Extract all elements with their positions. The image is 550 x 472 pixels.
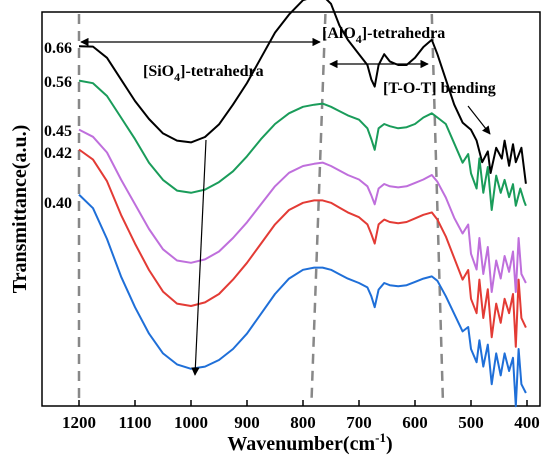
series-label-0-66: 0.66 xyxy=(44,40,72,57)
arrow-tot xyxy=(467,105,491,135)
series-line-0-42 xyxy=(78,148,527,348)
x-tick-label-400: 400 xyxy=(514,413,540,432)
annotation-tot: [T-O-T] bending xyxy=(383,80,496,97)
series-line-0-56 xyxy=(78,79,527,211)
annotation-al: [AlO4]-tetrahedra xyxy=(322,25,445,46)
x-axis-title-sup: -1 xyxy=(375,430,386,445)
x-tick-label-900: 900 xyxy=(234,413,260,432)
x-tick-label-800: 800 xyxy=(290,413,316,432)
x-tick-label-700: 700 xyxy=(346,413,372,432)
reference-line-3 xyxy=(430,13,445,405)
series-layer xyxy=(78,0,527,408)
x-axis-title-tail: ) xyxy=(386,433,393,455)
arrow-sio4-shift xyxy=(191,139,207,376)
annotation-arrows xyxy=(80,37,491,376)
annotation-si: [SiO4]-tetrahedra xyxy=(143,63,264,84)
reference-line-2 xyxy=(310,13,327,405)
series-line-0-40 xyxy=(78,193,527,408)
x-tick-label-1100: 1100 xyxy=(118,413,151,432)
series-labels: 0.66 0.56 0.45 0.42 0.40 xyxy=(44,40,72,212)
x-tick-label-1000: 1000 xyxy=(174,413,208,432)
series-label-0-40: 0.40 xyxy=(44,195,72,212)
y-axis-title: Transmittance(a.u.) xyxy=(9,125,31,294)
series-label-0-45: 0.45 xyxy=(44,123,72,140)
x-axis-title: Wavenumber(cm-1) xyxy=(227,430,392,455)
x-axis-title-main: Wavenumber(cm xyxy=(227,433,375,455)
x-axis-ticks: 1200 1100 1000 900 800 700 600 500 400 xyxy=(62,400,540,432)
series-label-0-56: 0.56 xyxy=(44,74,72,91)
x-tick-label-1200: 1200 xyxy=(62,413,96,432)
series-label-0-42: 0.42 xyxy=(44,145,72,162)
x-tick-label-600: 600 xyxy=(402,413,428,432)
series-line-0-66 xyxy=(78,0,527,184)
x-tick-label-500: 500 xyxy=(458,413,484,432)
annotations: [SiO4]-tetrahedra [AlO4]-tetrahedra [T-O-T… xyxy=(143,25,496,97)
reference-lines xyxy=(77,13,445,405)
series-line-0-45 xyxy=(78,128,527,293)
